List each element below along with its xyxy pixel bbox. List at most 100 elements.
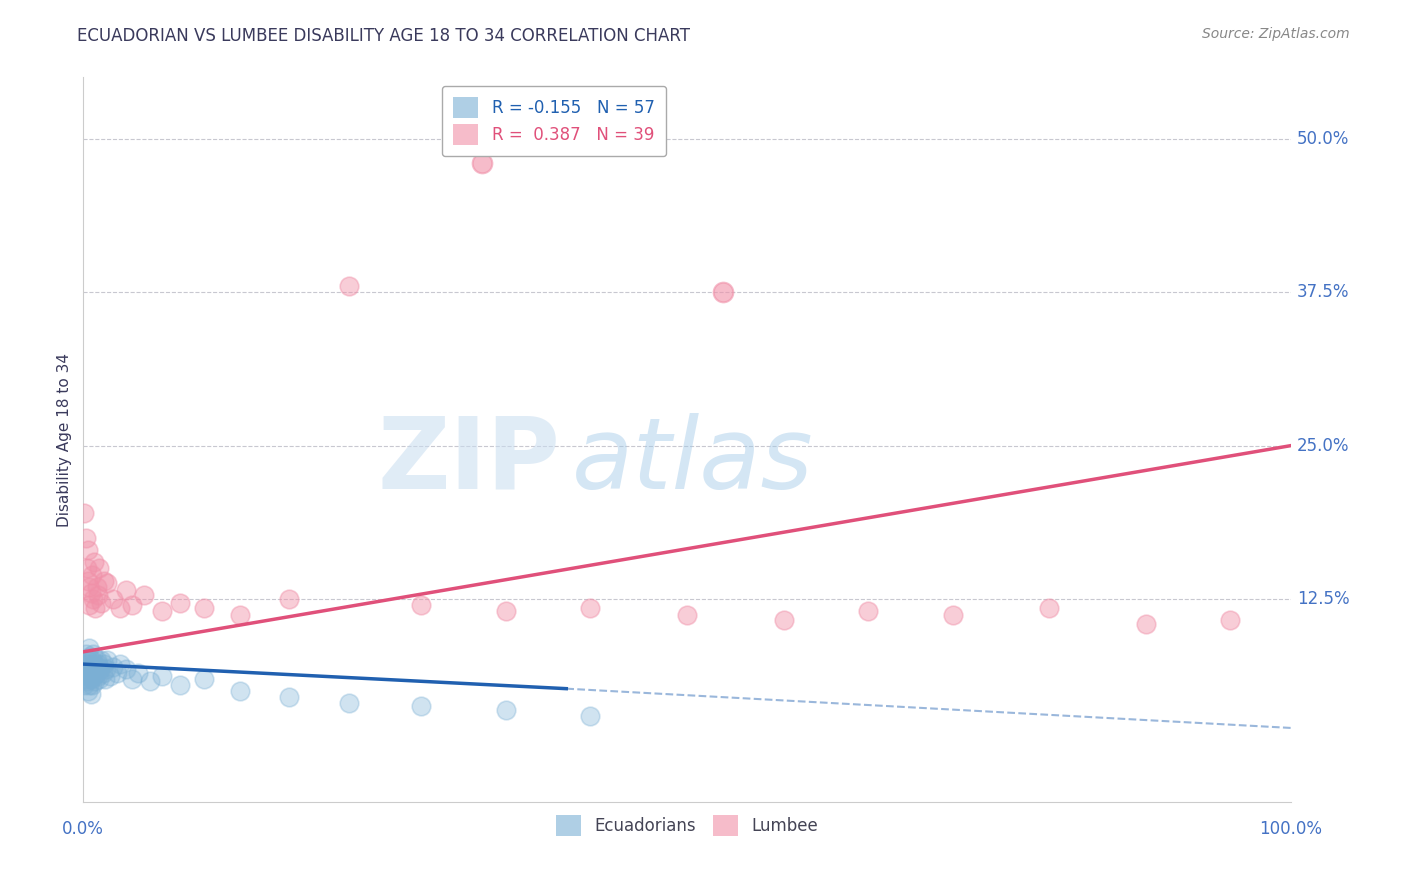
- Point: [229, 607, 252, 622]
- Point: [1038, 600, 1060, 615]
- Point: [711, 285, 734, 300]
- Point: [103, 592, 125, 607]
- Point: [411, 598, 433, 612]
- Point: [121, 598, 143, 612]
- Text: 50.0%: 50.0%: [1296, 130, 1350, 148]
- Point: [150, 604, 173, 618]
- Point: [79, 665, 101, 680]
- Point: [127, 665, 149, 680]
- Point: [89, 662, 111, 676]
- Point: [772, 613, 794, 627]
- Point: [91, 665, 114, 680]
- Point: [73, 506, 96, 520]
- Point: [579, 600, 602, 615]
- Point: [79, 678, 101, 692]
- Legend: Ecuadorians, Lumbee: Ecuadorians, Lumbee: [548, 807, 827, 844]
- Point: [75, 531, 97, 545]
- Point: [121, 672, 143, 686]
- Point: [75, 659, 97, 673]
- Point: [77, 543, 100, 558]
- Text: 12.5%: 12.5%: [1296, 591, 1350, 608]
- Point: [1219, 613, 1241, 627]
- Point: [80, 665, 103, 680]
- Point: [87, 588, 110, 602]
- Point: [82, 659, 104, 673]
- Point: [277, 690, 299, 705]
- Point: [93, 657, 115, 672]
- Point: [83, 657, 105, 672]
- Point: [87, 561, 110, 575]
- Point: [114, 583, 136, 598]
- Point: [76, 662, 98, 676]
- Point: [76, 561, 98, 575]
- Point: [229, 684, 252, 698]
- Point: [76, 653, 98, 667]
- Point: [80, 678, 103, 692]
- Point: [495, 604, 517, 618]
- Text: 100.0%: 100.0%: [1260, 820, 1322, 838]
- Point: [579, 708, 602, 723]
- Point: [80, 567, 103, 582]
- Point: [84, 674, 107, 689]
- Point: [495, 702, 517, 716]
- Point: [1135, 616, 1157, 631]
- Point: [83, 555, 105, 569]
- Point: [169, 596, 191, 610]
- Text: Source: ZipAtlas.com: Source: ZipAtlas.com: [1202, 27, 1350, 41]
- Point: [79, 649, 101, 664]
- Point: [93, 574, 115, 588]
- Point: [96, 662, 118, 676]
- Point: [676, 607, 699, 622]
- Point: [87, 672, 110, 686]
- Point: [77, 684, 100, 698]
- Point: [193, 600, 215, 615]
- Text: ECUADORIAN VS LUMBEE DISABILITY AGE 18 TO 34 CORRELATION CHART: ECUADORIAN VS LUMBEE DISABILITY AGE 18 T…: [77, 27, 690, 45]
- Text: 0.0%: 0.0%: [62, 820, 104, 838]
- Point: [132, 588, 155, 602]
- Point: [942, 607, 965, 622]
- Point: [277, 592, 299, 607]
- Point: [79, 641, 101, 656]
- Point: [84, 600, 107, 615]
- Point: [73, 665, 96, 680]
- Point: [79, 687, 101, 701]
- Y-axis label: Disability Age 18 to 34: Disability Age 18 to 34: [58, 352, 72, 526]
- Point: [114, 662, 136, 676]
- Point: [86, 653, 108, 667]
- Point: [79, 580, 101, 594]
- Point: [86, 665, 108, 680]
- Point: [90, 596, 112, 610]
- Text: 37.5%: 37.5%: [1296, 284, 1350, 301]
- Point: [79, 586, 101, 600]
- Text: atlas: atlas: [572, 413, 814, 509]
- Point: [79, 659, 101, 673]
- Point: [87, 659, 110, 673]
- Point: [80, 653, 103, 667]
- Point: [77, 574, 100, 588]
- Point: [193, 672, 215, 686]
- Point: [79, 672, 101, 686]
- Point: [108, 657, 131, 672]
- Text: 25.0%: 25.0%: [1296, 437, 1350, 455]
- Point: [79, 598, 101, 612]
- Point: [82, 592, 104, 607]
- Point: [87, 669, 110, 683]
- Point: [77, 669, 100, 683]
- Point: [411, 698, 433, 713]
- Point: [76, 674, 98, 689]
- Point: [103, 659, 125, 673]
- Point: [96, 576, 118, 591]
- Point: [108, 600, 131, 615]
- Point: [471, 156, 494, 170]
- Point: [86, 580, 108, 594]
- Point: [856, 604, 879, 618]
- Point: [337, 697, 360, 711]
- Point: [150, 669, 173, 683]
- Point: [94, 672, 117, 686]
- Point: [105, 665, 128, 680]
- Point: [75, 648, 97, 662]
- Point: [96, 653, 118, 667]
- Point: [84, 662, 107, 676]
- Point: [98, 669, 121, 683]
- Point: [138, 674, 160, 689]
